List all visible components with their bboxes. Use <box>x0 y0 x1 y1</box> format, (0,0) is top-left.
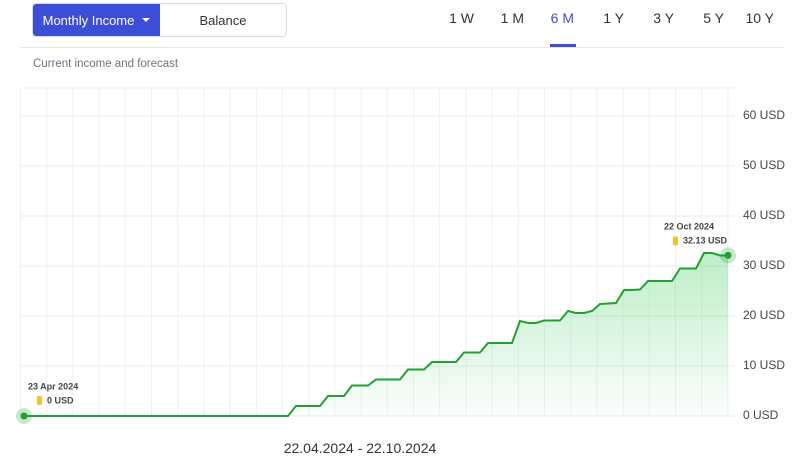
range-button[interactable]: 1 Y <box>603 10 624 26</box>
y-tick-label: 60 USD <box>743 108 785 122</box>
y-tick-label: 0 USD <box>743 408 779 422</box>
range-button[interactable]: 10 Y <box>745 10 774 26</box>
coin-icon <box>673 236 678 246</box>
annotation-value: 0 USD <box>47 395 74 405</box>
range-button[interactable]: 3 Y <box>653 10 674 26</box>
coin-icon <box>37 396 42 405</box>
point <box>724 251 732 259</box>
y-tick-label: 10 USD <box>743 358 785 372</box>
annotation-date: 23 Apr 2024 <box>28 381 78 391</box>
area <box>24 253 728 416</box>
range-button[interactable]: 6 M <box>524 10 576 47</box>
annotation-date: 22 Oct 2024 <box>664 222 714 232</box>
y-tick-label: 50 USD <box>743 158 785 172</box>
y-tick-label: 40 USD <box>743 208 785 222</box>
subtitle: Current income and forecast <box>33 58 179 70</box>
tab[interactable]: Balance <box>199 12 247 28</box>
range-button[interactable]: 1 M <box>500 10 524 26</box>
tab[interactable]: Monthly Income <box>33 4 160 36</box>
annotation-value: 32.13 USD <box>683 236 728 246</box>
range-button[interactable]: 1 W <box>449 10 474 26</box>
y-tick-label: 30 USD <box>743 258 785 272</box>
point <box>20 412 28 420</box>
y-tick-label: 20 USD <box>743 308 785 322</box>
range-button[interactable]: 5 Y <box>703 10 724 26</box>
period-label: 22.04.2024 - 22.10.2024 <box>283 440 437 456</box>
separator <box>20 47 784 48</box>
line <box>24 252 729 417</box>
tab-group: Monthly Income Balance <box>32 3 287 37</box>
